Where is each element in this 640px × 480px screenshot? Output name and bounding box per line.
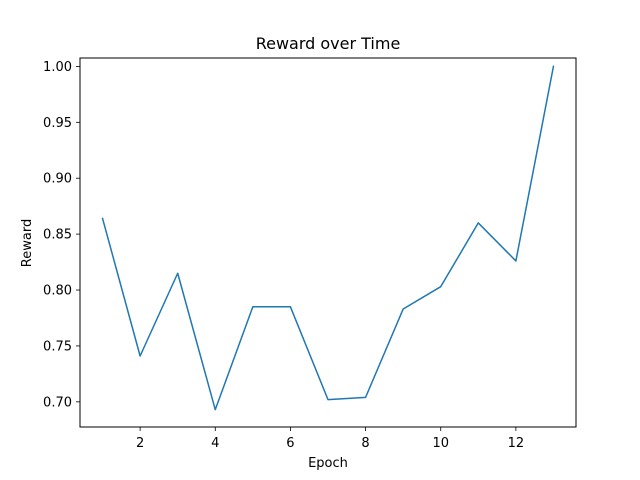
x-tick-label: 8: [361, 436, 369, 451]
y-axis-ticks: 0.70 0.75 0.80 0.85 0.90 0.95 1.00: [43, 60, 80, 410]
y-tick-label: 0.90: [43, 172, 72, 187]
plot-area: [101, 65, 555, 411]
y-tick-label: 1.00: [43, 60, 72, 75]
x-tick-label: 2: [136, 436, 144, 451]
y-tick-label: 0.85: [43, 228, 72, 243]
x-tick-label: 12: [508, 436, 525, 451]
y-tick-label: 0.95: [43, 116, 72, 131]
x-tick-label: 4: [211, 436, 219, 451]
x-tick-label: 6: [286, 436, 294, 451]
x-axis-label: Epoch: [308, 456, 348, 471]
x-tick-label: 10: [432, 436, 449, 451]
axes-frame: [79, 57, 577, 428]
y-tick-label: 0.75: [43, 339, 72, 354]
y-tick-label: 0.70: [43, 395, 72, 410]
x-axis-ticks: 2 4 6 8 10 12: [136, 427, 524, 451]
y-tick-label: 0.80: [43, 284, 72, 299]
series-line-0: [101, 65, 555, 411]
chart-title: Reward over Time: [256, 34, 401, 53]
y-axis-label: Reward: [20, 219, 35, 267]
